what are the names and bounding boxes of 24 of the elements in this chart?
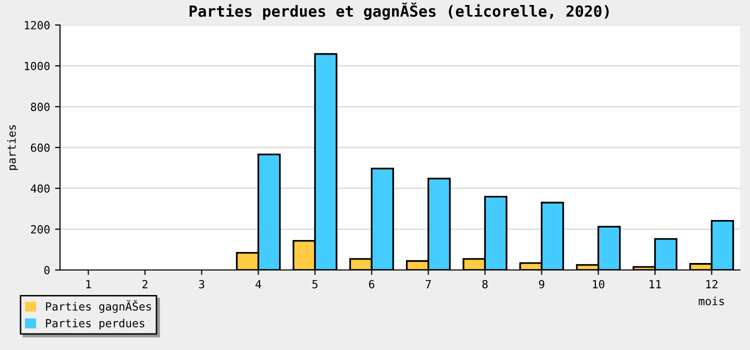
x-tick-label: 12: [706, 280, 718, 288]
y-tick-label: 600: [30, 144, 50, 152]
chart-title: Parties perdues et gagnĂŠes (elicorelle, 2020): [190, 2, 609, 20]
x-tick-label: 11: [650, 280, 661, 288]
legend-label: Parties perdues: [46, 318, 144, 330]
x-tick-label: 5: [312, 280, 318, 288]
x-tick-label: 2: [142, 280, 148, 288]
y-tick-label: 400: [30, 184, 50, 193]
legend-label: Parties gagnĂŠes: [46, 300, 151, 313]
x-tick-label: 6: [369, 280, 374, 288]
y-tick-label: 800: [30, 102, 50, 112]
x-axis-title: mois: [698, 296, 724, 306]
x-tick-label: 4: [256, 280, 262, 288]
y-axis-title: parties: [7, 125, 18, 170]
x-tick-label: 1: [86, 280, 91, 288]
x-tick-label: 7: [426, 280, 431, 288]
x-tick-label: 10: [592, 280, 604, 288]
x-tick-label: 9: [539, 280, 544, 288]
y-tick-label: 1000: [24, 62, 50, 70]
y-tick-label: 1200: [24, 21, 50, 30]
y-tick-label: 0: [44, 266, 50, 274]
x-tick-label: 3: [199, 280, 204, 288]
x-tick-label: 8: [482, 280, 488, 288]
y-tick-label: 200: [31, 225, 50, 234]
